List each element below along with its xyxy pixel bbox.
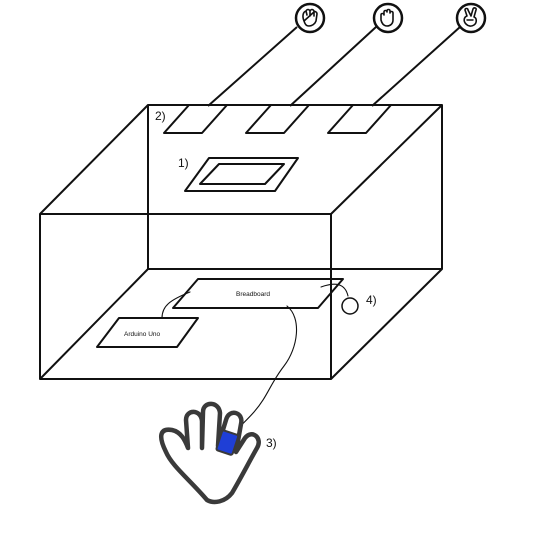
lcd-screen (184, 157, 299, 192)
flex-sensor (215, 429, 240, 456)
wires (161, 283, 349, 433)
label-push-button: 4) (366, 293, 377, 307)
top-button-2 (245, 104, 310, 134)
top-button-1 (163, 104, 228, 134)
label-glove: 3) (266, 436, 277, 450)
top-buttons (163, 104, 392, 134)
box-edge-bottom-right (330, 268, 443, 380)
top-button-3 (327, 104, 392, 134)
breadboard-label: Breadboard (236, 291, 270, 298)
icon-leader-lines (207, 26, 461, 107)
leader-line-rock (207, 26, 298, 107)
wire-arduino-breadboard (161, 291, 191, 319)
breadboard (172, 278, 344, 309)
enclosure-box (39, 104, 443, 380)
lcd-screen-inner (199, 163, 285, 185)
box-back-face (147, 104, 443, 270)
arduino-label: Arduino Uno (124, 331, 161, 338)
label-screen: 1) (178, 156, 189, 170)
paper-hand-icon (372, 2, 404, 34)
box-edge-top-left (39, 104, 149, 215)
scissors-hand-icon (455, 2, 487, 34)
wire-breadboard-glove (234, 305, 298, 433)
label-buttons: 2) (155, 109, 166, 123)
box-front-face (39, 213, 332, 380)
lcd-screen-outer (184, 157, 299, 192)
wire-breadboard-button (320, 283, 349, 297)
box-edge-top-right (330, 104, 443, 215)
leader-line-paper (289, 26, 377, 107)
glove-icon (158, 401, 261, 505)
arduino-board (96, 317, 199, 348)
leader-line-scissors (371, 26, 461, 107)
rock-hand-icon (294, 2, 326, 34)
box-edge-bottom-left (39, 268, 149, 380)
push-button (341, 297, 359, 315)
